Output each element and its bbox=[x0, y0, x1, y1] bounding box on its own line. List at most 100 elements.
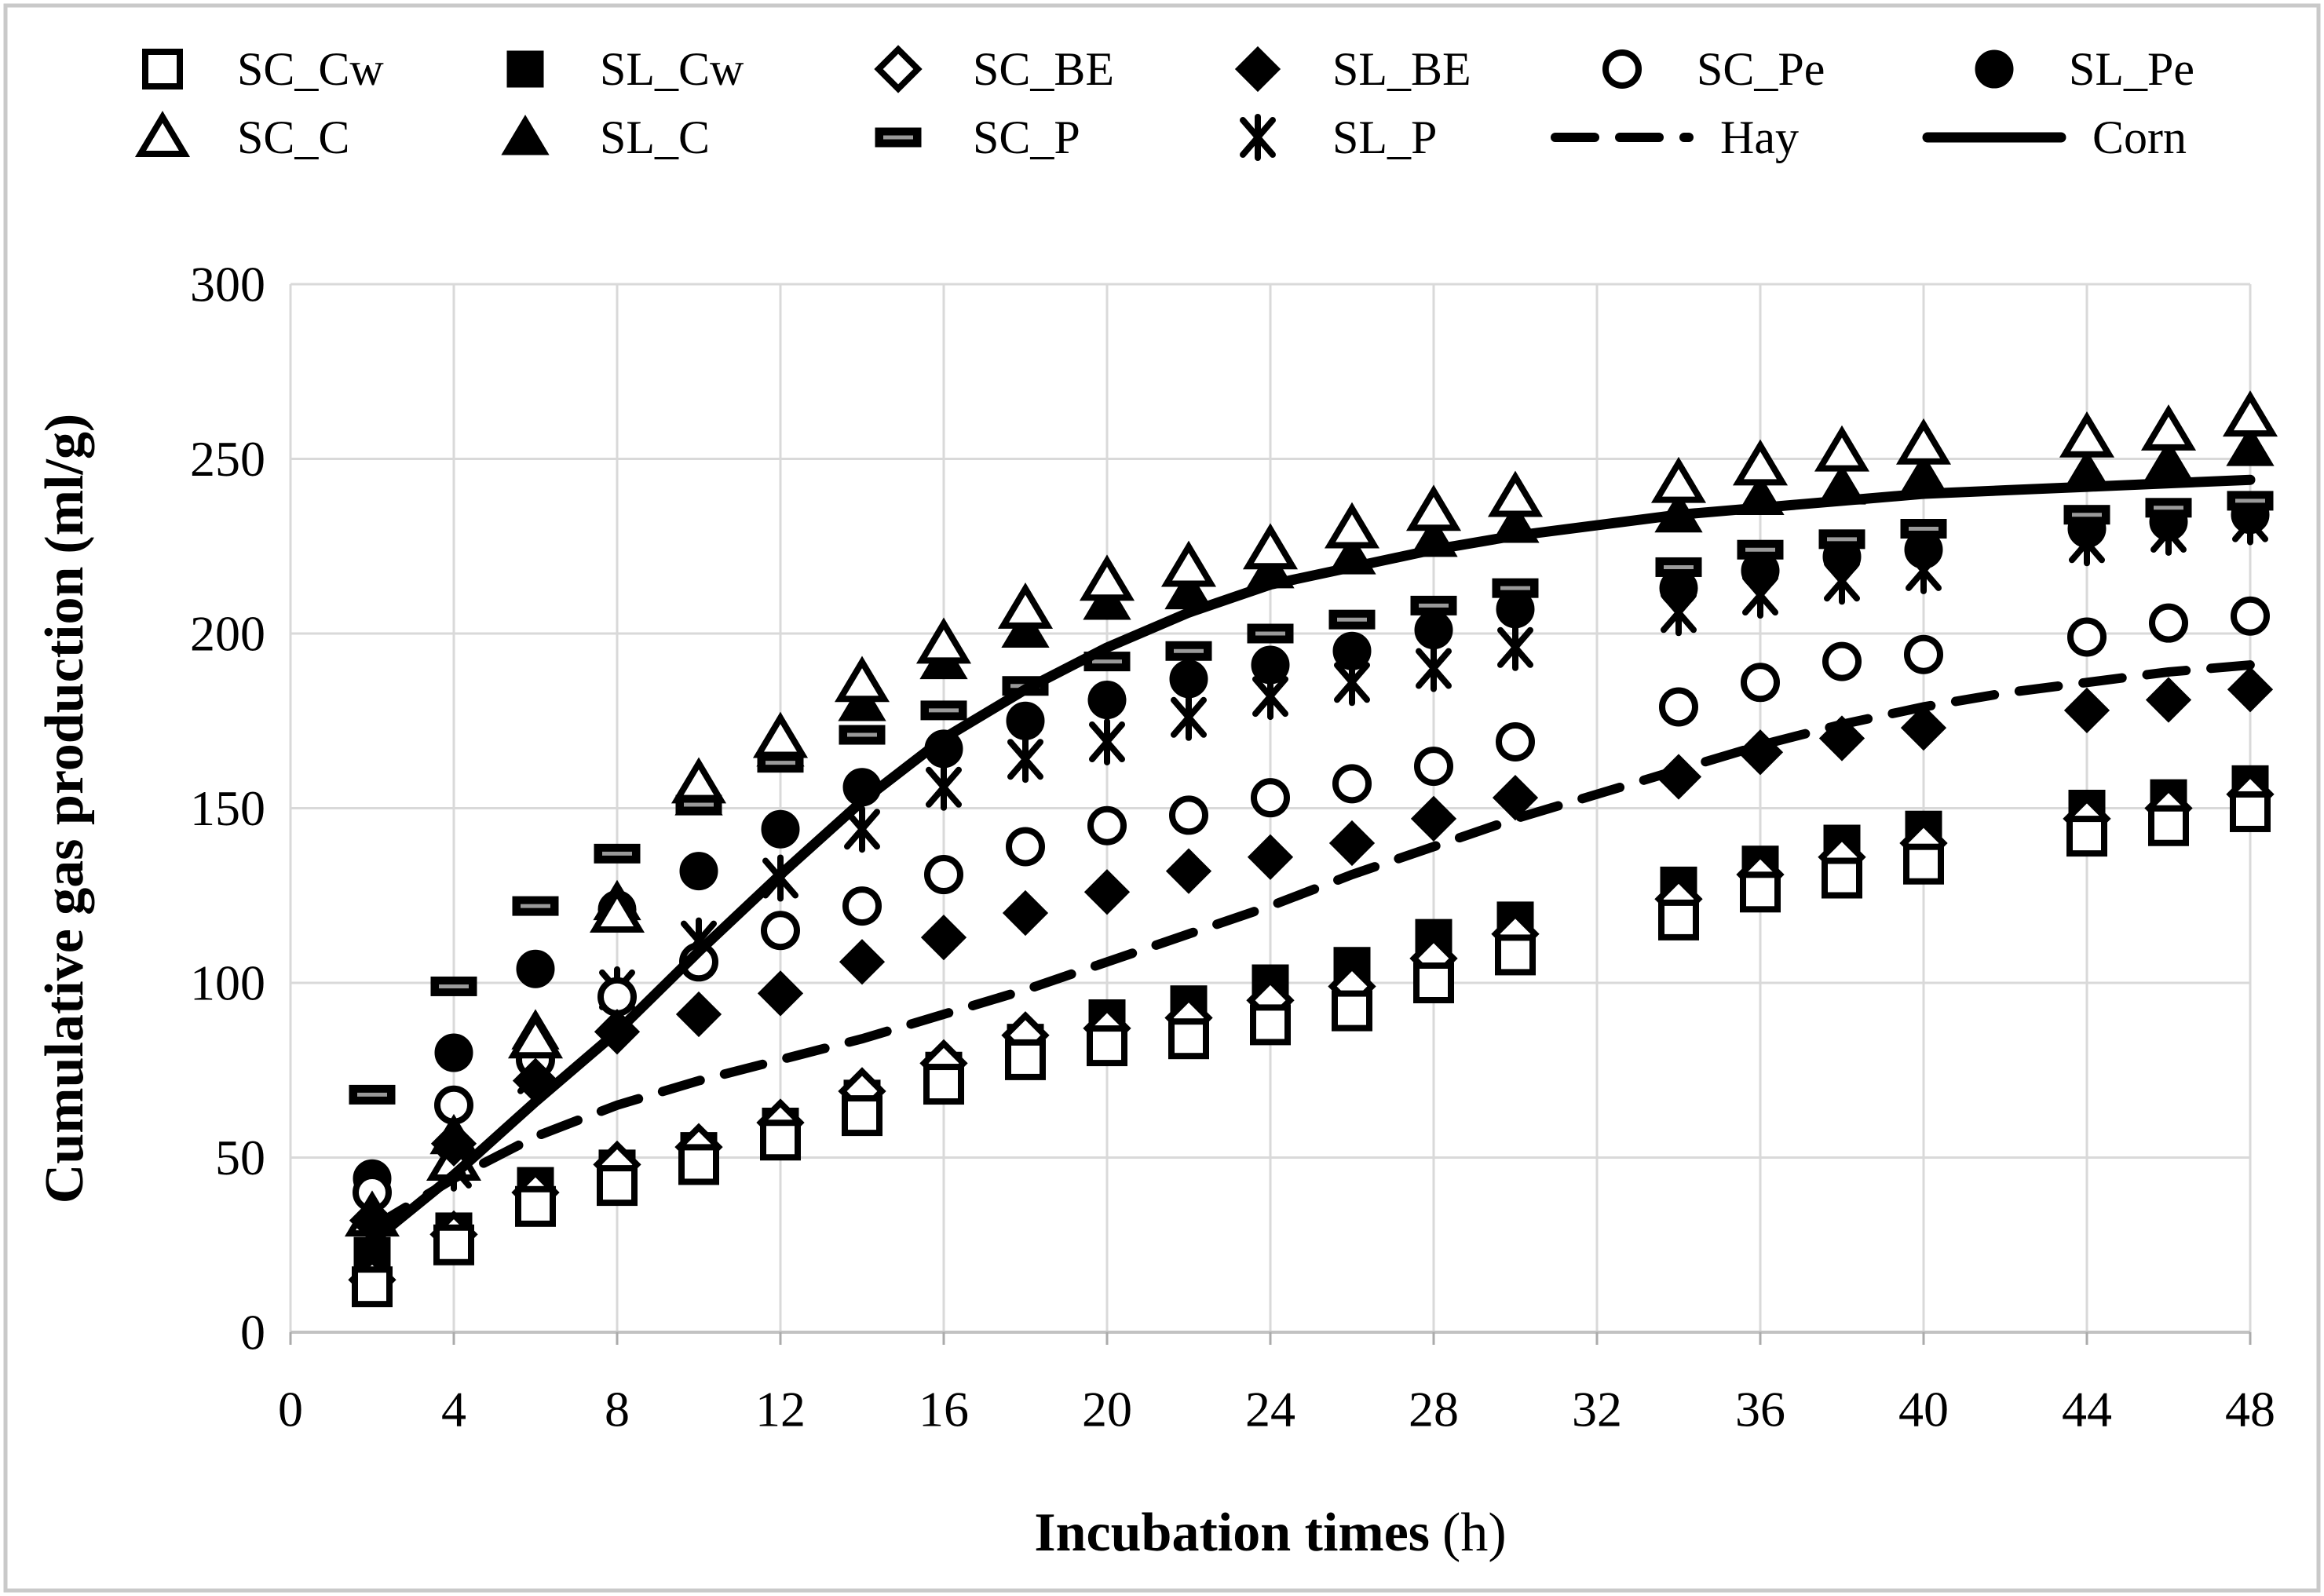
SC_Pe-point-22h bbox=[1169, 795, 1208, 835]
SL_BE-point-46h bbox=[2145, 677, 2192, 723]
SC_C-point-40h bbox=[1895, 418, 1952, 465]
SC_C-point-14h bbox=[834, 656, 890, 703]
y-tick-label: 0 bbox=[240, 1305, 265, 1360]
SC_Pe-point-38h bbox=[1822, 641, 1862, 681]
x-axis-title: Incubation times (h) bbox=[1034, 1503, 1506, 1563]
legend-item-SC_BE: SC_BE bbox=[874, 43, 1114, 95]
SL_P-point-28h bbox=[1416, 645, 1452, 692]
SC_C-point-28h bbox=[1405, 484, 1462, 531]
legend: SC_Cw SL_Cw SC_BE SL_BE SC_Pe SL_Pe SC_C SL_C SC… bbox=[134, 43, 2194, 163]
SL_BE-point-30h bbox=[1492, 775, 1539, 821]
legend-item-label: SC_Pe bbox=[1697, 43, 1825, 95]
SC_C-point-20h bbox=[1079, 554, 1135, 601]
y-tick-label: 250 bbox=[190, 431, 265, 487]
SL_P-point-20h bbox=[1089, 718, 1125, 765]
legend-item-label: Hay bbox=[1720, 111, 1799, 163]
SC_Cw-point-8h bbox=[597, 1165, 638, 1207]
legend-item-label: SC_C bbox=[237, 111, 349, 163]
legend-item-label: SC_BE bbox=[973, 43, 1114, 95]
SL_Pe-point-6h bbox=[516, 949, 555, 988]
SC_Pe-point-48h bbox=[2231, 596, 2270, 636]
SL_Pe-point-22h bbox=[1169, 659, 1208, 699]
open-circle-icon bbox=[1602, 49, 1642, 89]
SL_BE-point-10h bbox=[675, 991, 722, 1038]
SC_Cw-point-24h bbox=[1250, 1004, 1291, 1046]
SC_Pe-point-44h bbox=[2067, 617, 2107, 657]
SC_P-point-38h bbox=[1818, 529, 1865, 550]
SC_P-point-16h bbox=[920, 700, 967, 721]
SL_BE-point-16h bbox=[920, 915, 967, 961]
SL_BE-point-28h bbox=[1410, 795, 1457, 842]
SC_Cw-point-36h bbox=[1740, 871, 1781, 913]
legend-item-SL_C: SL_C bbox=[501, 111, 710, 163]
SC_Cw-point-22h bbox=[1168, 1018, 1209, 1060]
SC_Cw-point-30h bbox=[1495, 934, 1536, 976]
SC_P-point-8h bbox=[594, 843, 641, 864]
SL_Pe-point-26h bbox=[1332, 631, 1372, 670]
SC_Pe-point-34h bbox=[1659, 687, 1698, 727]
SC_P-point-22h bbox=[1165, 641, 1212, 661]
SL_BE-point-14h bbox=[839, 939, 886, 985]
axis-tick-labels: 0 4 8 12 16 20 24 28 32 36 40 44 4805010015020025030… bbox=[190, 257, 2275, 1437]
SC_Cw-point-2h bbox=[352, 1266, 393, 1308]
legend-item-SL_Pe: SL_Pe bbox=[1975, 43, 2194, 95]
legend-item-SC_C: SC_C bbox=[134, 111, 349, 163]
legend-item-SC_Cw: SC_Cw bbox=[142, 43, 384, 95]
corn-line bbox=[367, 474, 2256, 1247]
SC_Pe-point-26h bbox=[1332, 764, 1372, 804]
SC_Cw-point-20h bbox=[1087, 1025, 1127, 1067]
SL_Pe-point-28h bbox=[1414, 611, 1453, 650]
SC_Cw-point-28h bbox=[1413, 962, 1454, 1003]
SC_P-point-34h bbox=[1655, 557, 1702, 577]
filled-circle-icon bbox=[1975, 49, 2014, 89]
SL_BE-point-12h bbox=[757, 970, 804, 1017]
SC_C-point-10h bbox=[671, 757, 727, 804]
x-tick-label: 28 bbox=[1409, 1382, 1459, 1437]
series-SL_Pe bbox=[353, 495, 2270, 1198]
filled-triangle-icon bbox=[501, 115, 550, 155]
legend-item-SL_Cw: SL_Cw bbox=[506, 43, 744, 95]
SC_Pe-point-46h bbox=[2149, 603, 2188, 643]
SC_P-point-2h bbox=[349, 1084, 396, 1105]
y-tick-label: 200 bbox=[190, 606, 265, 662]
SC_C-point-22h bbox=[1160, 540, 1217, 587]
SC_C-point-34h bbox=[1650, 456, 1707, 503]
SC_Cw-point-46h bbox=[2148, 805, 2189, 846]
SL_BE-point-48h bbox=[2227, 667, 2274, 713]
SL_BE-point-18h bbox=[1002, 889, 1049, 937]
SC_P-point-10h bbox=[675, 794, 722, 815]
SC_Pe-point-36h bbox=[1741, 663, 1780, 703]
SC_Cw-point-4h bbox=[433, 1224, 474, 1265]
SL_P-point-16h bbox=[926, 763, 962, 811]
SC_C-point-48h bbox=[2222, 390, 2278, 437]
series-SC_P bbox=[349, 491, 2274, 1105]
legend-item-Hay: Hay bbox=[1551, 111, 1799, 163]
SC_Cw-point-34h bbox=[1658, 899, 1699, 940]
y-tick-label: 100 bbox=[190, 955, 265, 1011]
SC_P-point-12h bbox=[757, 753, 804, 773]
SC_Pe-point-14h bbox=[842, 886, 882, 926]
SC_C-point-26h bbox=[1324, 502, 1380, 549]
SC_C-point-46h bbox=[2140, 404, 2197, 451]
hay-line bbox=[367, 660, 2255, 1233]
legend-item-label: SL_P bbox=[1332, 111, 1437, 163]
SC_Pe-point-12h bbox=[761, 911, 800, 951]
legend-item-label: SL_Cw bbox=[600, 43, 744, 95]
x-tick-label: 12 bbox=[755, 1382, 806, 1437]
SC_C-point-44h bbox=[2059, 411, 2115, 458]
x-tick-label: 8 bbox=[605, 1382, 630, 1437]
SL_Pe-point-24h bbox=[1251, 645, 1290, 685]
SC_P-point-6h bbox=[512, 896, 559, 916]
open-square-icon bbox=[142, 49, 183, 89]
series-SL_P bbox=[354, 498, 2268, 1234]
SC_Cw-point-44h bbox=[2066, 816, 2107, 857]
SL_BE-point-26h bbox=[1328, 820, 1376, 867]
legend-item-label: SL_Pe bbox=[2069, 43, 2194, 95]
series-SL_BE bbox=[349, 667, 2274, 1244]
SL_Pe-point-4h bbox=[434, 1033, 473, 1072]
SL_P-point-22h bbox=[1171, 693, 1207, 741]
SC_P-point-46h bbox=[2145, 498, 2192, 518]
x-tick-label: 24 bbox=[1245, 1382, 1295, 1437]
legend-item-SL_P: SL_P bbox=[1240, 111, 1437, 163]
